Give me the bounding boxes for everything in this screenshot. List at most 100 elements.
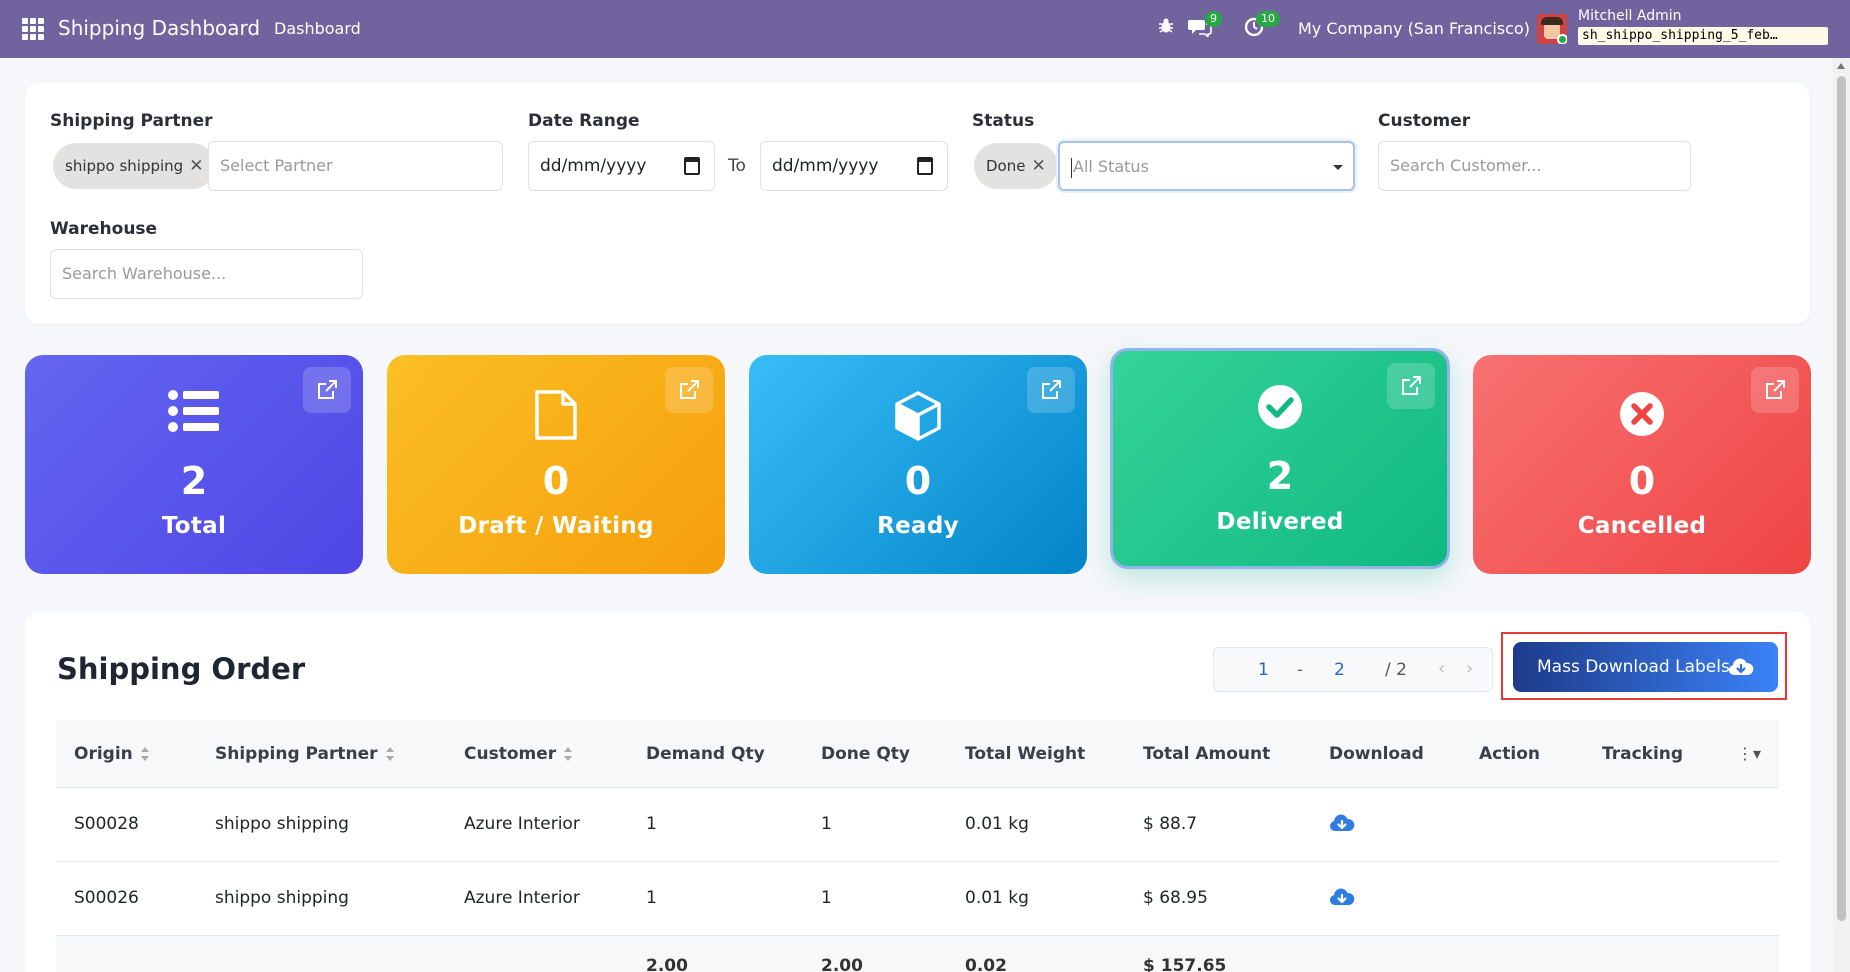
external-link-icon[interactable] [665,367,713,413]
activities-badge: 10 [1256,11,1280,27]
column-origin[interactable]: Origin [74,744,150,764]
stat-value: 0 [1628,459,1656,503]
remove-partner-icon[interactable]: ✕ [189,156,204,176]
sort-icon[interactable] [564,747,573,761]
table-row[interactable]: S00028 shippo shipping Azure Interior 1 … [56,788,1779,862]
partner-select-input[interactable]: Select Partner [208,141,503,191]
column-options-icon[interactable]: ⋮▾ [1736,744,1761,763]
remove-status-icon[interactable]: ✕ [1031,156,1046,176]
date-to-input[interactable]: dd/mm/yyyy [760,141,948,191]
page-scrollbar[interactable] [1833,58,1850,972]
cell-origin: S00026 [74,888,139,908]
section-title: Shipping Order [57,652,306,686]
user-name[interactable]: Mitchell Admin [1578,8,1682,24]
column-download: Download [1329,744,1424,764]
filter-panel: Shipping Partner shippo shipping ✕ Select… [25,83,1810,324]
status-chip-label: Done [986,157,1026,175]
date-from-input[interactable]: dd/mm/yyyy [528,141,715,191]
stat-value: 0 [542,459,570,503]
stat-label: Draft / Waiting [458,513,654,539]
external-link-icon[interactable] [1751,367,1799,413]
pager-total: / 2 [1385,660,1407,680]
partner-chip-label: shippo shipping [65,157,184,175]
file-icon [534,390,578,444]
messages-icon[interactable]: 9 [1188,11,1222,42]
sort-icon[interactable] [385,747,395,761]
sort-icon[interactable] [140,747,150,761]
total-amount: $ 157.65 [1143,956,1227,972]
column-customer[interactable]: Customer [464,744,573,764]
cell-origin: S00028 [74,814,139,834]
pager-from[interactable]: 1 [1258,660,1269,680]
menu-dashboard[interactable]: Dashboard [274,19,361,38]
calendar-icon[interactable] [917,157,933,175]
user-avatar[interactable] [1537,14,1567,44]
external-link-icon[interactable] [1387,363,1435,409]
stat-value: 0 [904,459,932,503]
mass-download-label: Mass Download Labels [1537,657,1730,677]
column-shipping-partner[interactable]: Shipping Partner [215,744,395,764]
cell-customer: Azure Interior [464,888,580,908]
cell-weight: 0.01 kg [965,814,1029,834]
messages-badge: 9 [1205,11,1222,27]
activities-icon[interactable]: 10 [1244,11,1280,42]
online-status-icon [1557,34,1567,44]
scrollbar-thumb[interactable] [1837,76,1846,921]
stat-value: 2 [1266,454,1294,498]
status-chip: Done ✕ [974,143,1058,189]
date-range-label: Date Range [528,111,640,131]
total-done-qty: 2.00 [821,956,863,972]
stat-label: Cancelled [1577,513,1707,539]
mass-download-labels-button[interactable]: Mass Download Labels [1513,642,1778,692]
cell-amount: $ 68.95 [1143,888,1208,908]
cloud-download-icon [1728,658,1754,675]
pager-to[interactable]: 2 [1334,660,1345,680]
bug-icon[interactable] [1157,17,1175,40]
pager: 1 - 2 / 2 ‹ › [1213,647,1493,692]
cell-partner: shippo shipping [215,814,349,834]
stat-card-cancelled[interactable]: 0 Cancelled [1473,355,1811,574]
orders-table: Origin Shipping Partner Customer Demand … [56,720,1779,972]
calendar-icon[interactable] [684,157,700,175]
warehouse-label: Warehouse [50,219,158,239]
external-link-icon[interactable] [303,367,351,413]
status-select-input[interactable]: All Status [1058,141,1355,191]
database-name: sh_shippo_shipping_5_feb… [1578,27,1828,45]
column-done-qty: Done Qty [821,744,911,764]
pager-next-icon[interactable]: › [1466,658,1474,679]
cell-done-qty: 1 [821,814,832,834]
cell-weight: 0.01 kg [965,888,1029,908]
cell-partner: shippo shipping [215,888,349,908]
scroll-up-icon[interactable] [1837,63,1845,69]
stat-card-ready[interactable]: 0 Ready [749,355,1087,574]
app-title[interactable]: Shipping Dashboard [58,16,261,40]
download-label-icon[interactable] [1329,887,1355,911]
shipping-partner-label: Shipping Partner [50,111,213,131]
stat-card-delivered[interactable]: 2 Delivered [1110,348,1450,569]
chevron-down-icon[interactable] [1333,165,1343,170]
warehouse-search-input[interactable]: Search Warehouse... [50,249,363,299]
apps-menu-icon[interactable] [22,18,44,40]
customer-search-input[interactable]: Search Customer... [1378,141,1691,191]
box-icon [893,390,943,446]
partner-chip: shippo shipping ✕ [53,143,216,189]
column-action: Action [1479,744,1540,764]
pager-prev-icon[interactable]: ‹ [1438,658,1446,679]
total-weight: 0.02 [965,956,1007,972]
table-row[interactable]: S00026 shippo shipping Azure Interior 1 … [56,862,1779,936]
column-tracking: Tracking [1602,744,1684,764]
stat-label: Delivered [1216,509,1344,535]
check-circle-icon [1257,384,1303,434]
table-header: Origin Shipping Partner Customer Demand … [56,720,1779,788]
cell-customer: Azure Interior [464,814,580,834]
stat-label: Ready [877,513,959,539]
total-demand-qty: 2.00 [646,956,688,972]
download-label-icon[interactable] [1329,813,1355,837]
column-demand-qty: Demand Qty [646,744,765,764]
external-link-icon[interactable] [1027,367,1075,413]
date-to-value: dd/mm/yyyy [772,156,879,176]
status-placeholder: All Status [1073,157,1149,176]
company-switcher[interactable]: My Company (San Francisco) [1298,19,1530,38]
stat-card-total[interactable]: 2 Total [25,355,363,574]
stat-card-draft-waiting[interactable]: 0 Draft / Waiting [387,355,725,574]
